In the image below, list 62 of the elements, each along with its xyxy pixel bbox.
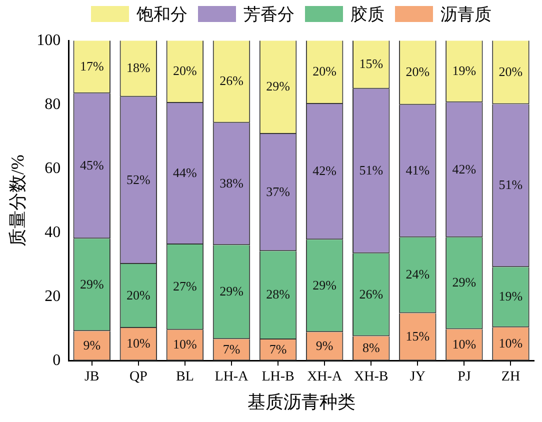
data-label: 9% [316,338,334,353]
x-tick-label: XH-B [354,370,388,385]
x-tick-label: QP [129,370,148,385]
legend-label: 饱和分 [136,4,188,26]
data-label: 10% [452,336,476,352]
data-label: 45% [80,157,104,172]
data-label: 44% [173,165,198,180]
data-label: 41% [406,162,430,178]
data-label: 26% [220,73,244,88]
data-label: 38% [220,175,244,190]
data-label: 10% [126,336,150,351]
data-label: 24% [406,266,430,282]
data-label: 20% [498,64,523,79]
data-label: 20% [173,63,198,78]
x-tick-label: LH-A [214,370,250,385]
x-tick-label: JB [84,370,100,385]
data-label: 8% [362,340,380,355]
data-label: 20% [126,287,150,302]
data-label: 52% [126,172,150,187]
x-tick-label: XH-A [307,370,343,385]
legend-label: 芳香分 [244,4,294,26]
data-label: 42% [312,163,337,178]
data-label: 26% [359,286,384,302]
data-label: 51% [498,177,523,192]
y-tick-label: 60 [44,160,61,177]
data-label: 17% [80,58,104,74]
data-label: 37% [266,184,290,200]
x-tick-label: LH-B [262,370,294,385]
y-tick-label: 0 [52,352,61,369]
data-label: 51% [359,162,384,178]
data-label: 29% [452,274,476,290]
y-axis-title: 质量分数/% [8,154,28,247]
data-label: 19% [498,288,523,304]
x-tick-label: ZH [501,370,520,385]
y-tick-label: 80 [44,96,61,113]
x-tick-label: JY [410,370,426,385]
data-label: 18% [126,60,150,76]
data-label: 15% [359,56,384,72]
data-label: 29% [312,277,337,292]
data-label: 10% [173,336,198,352]
data-label: 7% [269,341,287,356]
legend-label: 胶质 [350,4,384,26]
y-tick-label: 40 [44,224,61,241]
y-tick-label: 100 [36,32,61,49]
x-tick-label: PJ [458,370,472,385]
data-label: 19% [452,62,476,78]
data-label: 29% [266,78,290,94]
data-label: 7% [222,341,240,356]
data-label: 15% [406,328,430,344]
x-axis-title: 基质沥青种类 [247,392,356,412]
x-tick-label: BL [176,370,194,385]
data-label: 20% [406,64,430,80]
y-tick-label: 20 [44,288,61,305]
data-label: 20% [312,64,337,79]
data-label: 10% [498,335,523,350]
data-label: 29% [80,276,104,292]
data-label: 28% [266,286,290,302]
legend-label: 沥青质 [440,4,492,26]
data-label: 29% [220,284,244,299]
data-label: 9% [83,337,101,352]
data-label: 27% [173,278,198,294]
data-label: 42% [452,161,476,176]
